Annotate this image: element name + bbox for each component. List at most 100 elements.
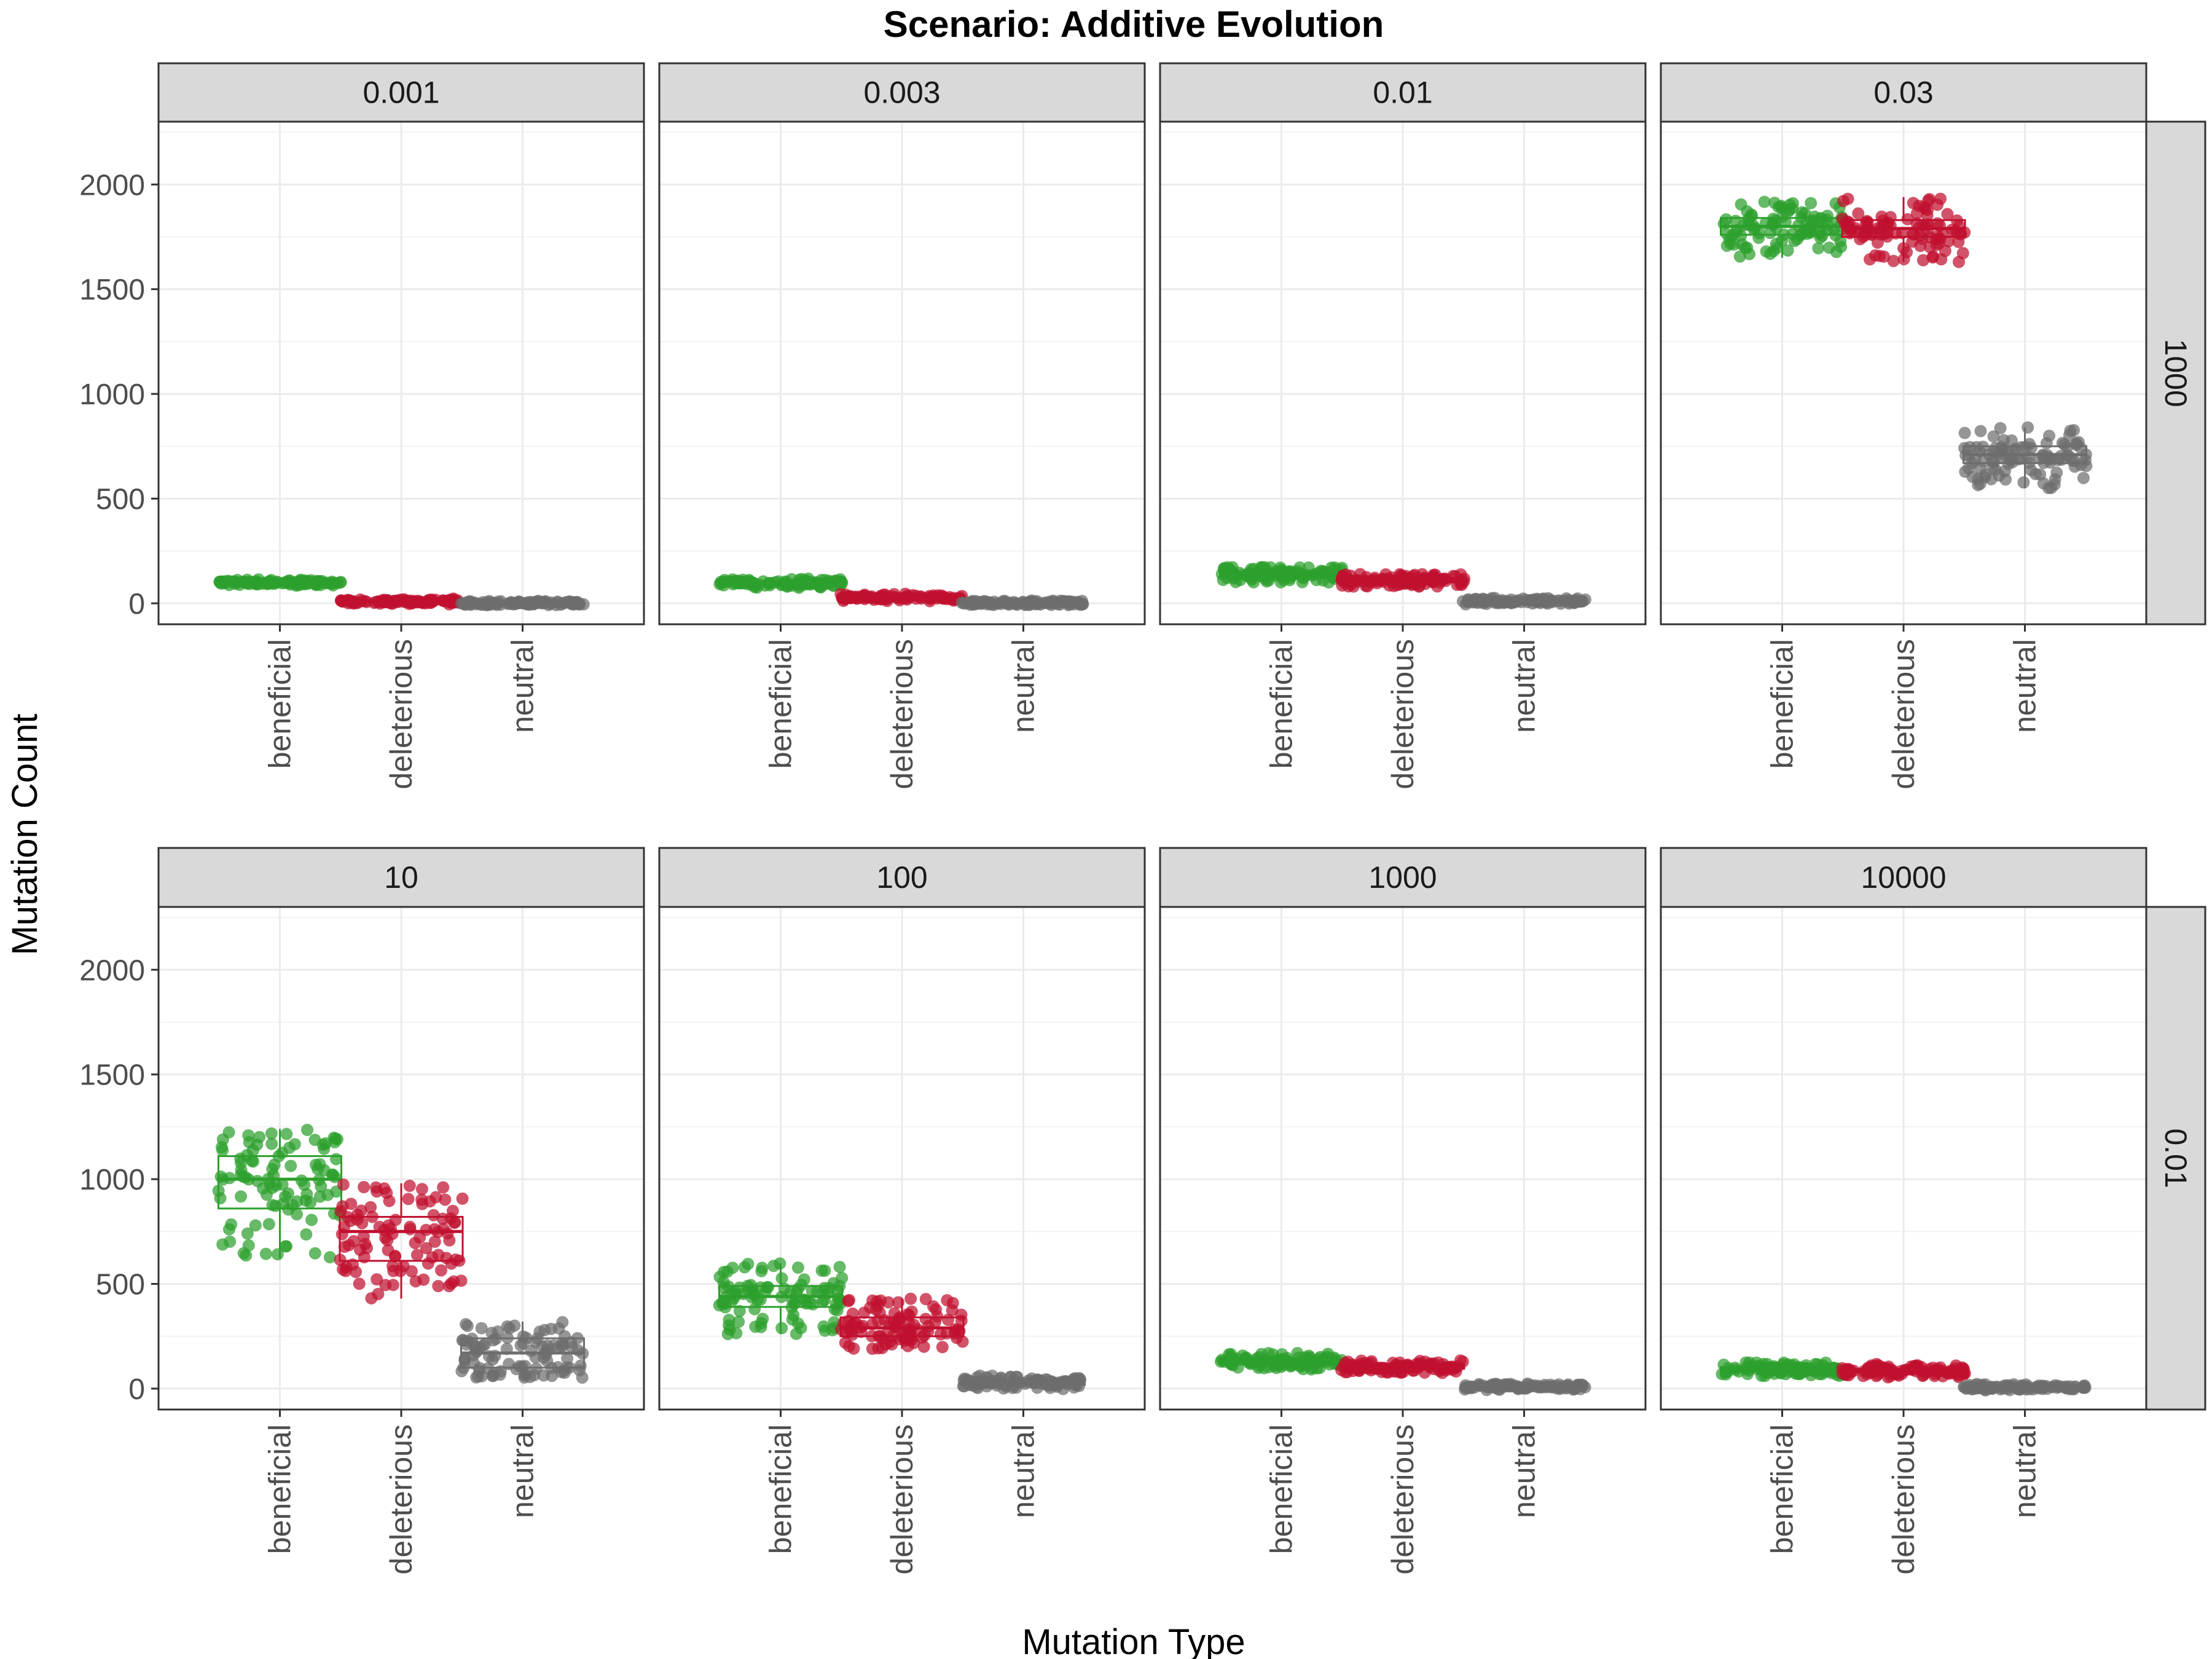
facet-panel: 0.001 0 500 1000 1500 2000 beneficial deleterio… [79,62,645,790]
data-point [215,1141,228,1154]
data-point [2066,454,2079,467]
data-point [1871,236,1884,249]
box-deleterious [1836,1357,1971,1384]
row-strip-label: 0.01 [2159,1128,2193,1188]
data-point [1837,195,1849,208]
facet-strip-label: 0.003 [863,76,940,110]
data-point [984,598,997,611]
data-point [2025,464,2037,477]
x-axis-title: Mutation Type [1022,1622,1245,1659]
data-point [460,1318,473,1331]
data-point [1260,575,1273,588]
data-point [316,1138,329,1151]
data-point [529,1351,542,1363]
x-tick-label: neutral [1507,639,1542,733]
data-point [1051,1379,1064,1392]
data-point [1870,1370,1883,1382]
data-point [1719,1368,1732,1381]
data-point [843,1293,856,1306]
data-point [353,1277,366,1290]
data-point [240,577,253,590]
data-point [901,1308,914,1321]
data-point [748,579,761,592]
x-tick-label: beneficial [1265,639,1299,769]
box-deleterious [1335,568,1470,593]
data-point [722,1280,735,1293]
data-point [1934,232,1947,245]
data-point [282,1187,295,1200]
data-point [1303,1354,1316,1367]
data-point [1033,597,1046,610]
data-point [778,1282,791,1295]
data-point [818,1264,831,1277]
data-point [563,595,576,608]
facet-strip-label: 0.01 [1373,76,1432,110]
data-point [1770,221,1783,234]
y-tick-label: 2000 [79,169,145,202]
x-tick-label: neutral [2008,639,2042,733]
data-point [284,1159,297,1172]
box-neutral [1958,1378,2092,1397]
box-deleterious [834,587,968,608]
x-tick-label: beneficial [764,1424,798,1554]
box-neutral [1958,421,2093,495]
data-point [733,1304,746,1317]
data-point [397,594,410,606]
data-point [1024,598,1037,611]
data-point [1247,562,1260,575]
data-point [455,1274,468,1287]
data-point [373,1220,386,1233]
data-point [1571,592,1584,605]
data-point [1394,568,1406,581]
data-point [552,1322,565,1335]
x-tick-label: neutral [2008,1424,2042,1518]
box-neutral [455,1316,589,1384]
x-tick-label: neutral [1006,1424,1041,1518]
data-point [2080,460,2093,473]
data-point [732,1316,745,1328]
data-point [775,1272,788,1285]
data-point [530,1362,543,1375]
x-tick-label: deleterious [384,639,418,790]
row-strip-label: 1000 [2159,339,2193,407]
data-point [561,1352,574,1365]
data-point [305,1214,318,1226]
data-point [927,589,939,602]
data-point [269,1199,282,1212]
data-point [756,1261,769,1274]
y-tick-label: 0 [128,588,145,621]
data-point [268,1158,281,1171]
x-tick-label: beneficial [1765,1424,1800,1554]
data-point [337,1263,350,1276]
data-point [2060,1380,2073,1393]
facet-panel: 10000 beneficial deleterious neutral [1660,847,2147,1575]
data-point [448,1216,461,1229]
data-point [1720,239,1733,252]
data-point [414,1231,426,1244]
data-point [249,1219,262,1232]
data-point [1978,1380,1991,1393]
data-point [917,1340,930,1353]
data-point [250,576,263,589]
data-point [1447,570,1460,582]
data-point [1755,1369,1768,1382]
data-point [1042,597,1055,610]
y-axis-title: Mutation Count [5,713,45,955]
data-point [326,576,339,589]
x-tick-label: beneficial [1765,639,1800,769]
data-point [475,1322,488,1335]
x-tick-label: deleterious [885,1424,919,1575]
data-point [576,1347,589,1360]
data-point [871,1295,884,1308]
data-point [1910,217,1923,230]
box-neutral [955,594,1089,611]
data-point [888,1307,901,1320]
data-point [345,1198,358,1210]
data-point [532,595,545,608]
facet-strip-label: 10 [384,860,418,895]
data-point [1317,567,1330,579]
data-point [970,1375,983,1388]
facet-panel: 0.003 beneficial deleterious neutral [658,62,1146,790]
data-point [1987,430,2000,443]
